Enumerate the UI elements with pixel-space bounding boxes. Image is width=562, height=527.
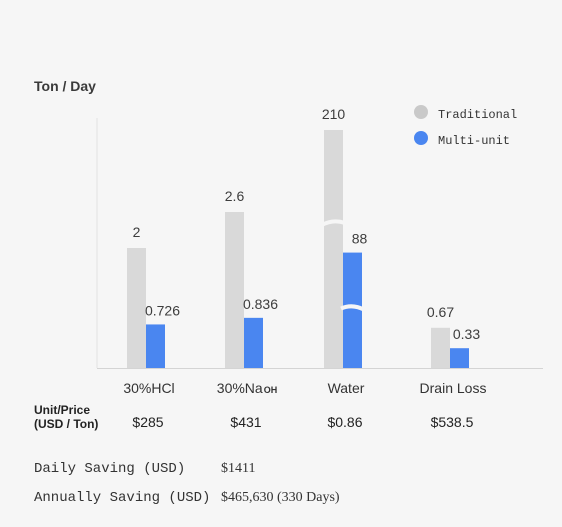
daily-saving-value: $1411 [221,461,255,476]
value-labels-group: 2 0.726 2.6 0.836 210 88 0.67 0.33 [133,106,481,342]
value-label-multi-unit-0: 0.726 [145,302,180,318]
bar-traditional-3 [431,327,450,368]
bar-multi-unit-0 [146,324,165,368]
category-label-0: 30%HCl [123,380,174,396]
axis-break-traditional [321,219,346,227]
price-value-1: $431 [230,414,261,430]
value-label-traditional-1: 2.6 [225,188,245,204]
axis-break-multi-unit [340,304,365,312]
category-label-1: 30%NaOH [217,380,277,396]
bar-multi-unit-2 [343,252,362,368]
value-label-traditional-2: 210 [322,106,346,122]
annual-saving-value: $465,630 (330 Days) [221,490,340,505]
legend: Traditional Multi-unit [414,105,517,148]
bar-traditional-2 [324,130,343,368]
bar-traditional-1 [225,212,244,368]
price-value-3: $538.5 [431,414,474,430]
price-value-2: $0.86 [327,414,362,430]
category-label-3: Drain Loss [420,380,487,396]
daily-saving-label: Daily Saving (USD) [34,461,185,477]
bar-multi-unit-3 [450,348,469,368]
legend-label-0: Traditional [438,108,517,122]
unit-price-unit: (USD / Ton) [34,417,98,431]
legend-swatch-1 [414,131,428,145]
value-label-multi-unit-2: 88 [352,231,368,247]
annual-saving-label: Annually Saving (USD) [34,490,210,506]
legend-label-1: Multi-unit [438,134,510,148]
value-label-traditional-0: 2 [133,224,141,240]
value-label-traditional-3: 0.67 [427,304,454,320]
price-value-0: $285 [132,414,163,430]
price-row: Unit/Price (USD / Ton) $285 $431 $0.86 $538… [34,403,474,431]
savings: Daily Saving (USD) $1411 Annually Saving… [34,461,340,506]
legend-swatch-0 [414,105,428,119]
category-label-2: Water [328,380,365,396]
bars-group [127,130,469,368]
value-label-multi-unit-1: 0.836 [243,296,278,312]
unit-price-label: Unit/Price [34,403,90,417]
category-labels-group: 30%HCl 30%NaOH Water Drain Loss [123,380,486,396]
bar-multi-unit-1 [244,317,263,368]
value-label-multi-unit-3: 0.33 [453,326,480,342]
chart-title: Ton / Day [34,78,96,94]
bar-traditional-0 [127,248,146,368]
